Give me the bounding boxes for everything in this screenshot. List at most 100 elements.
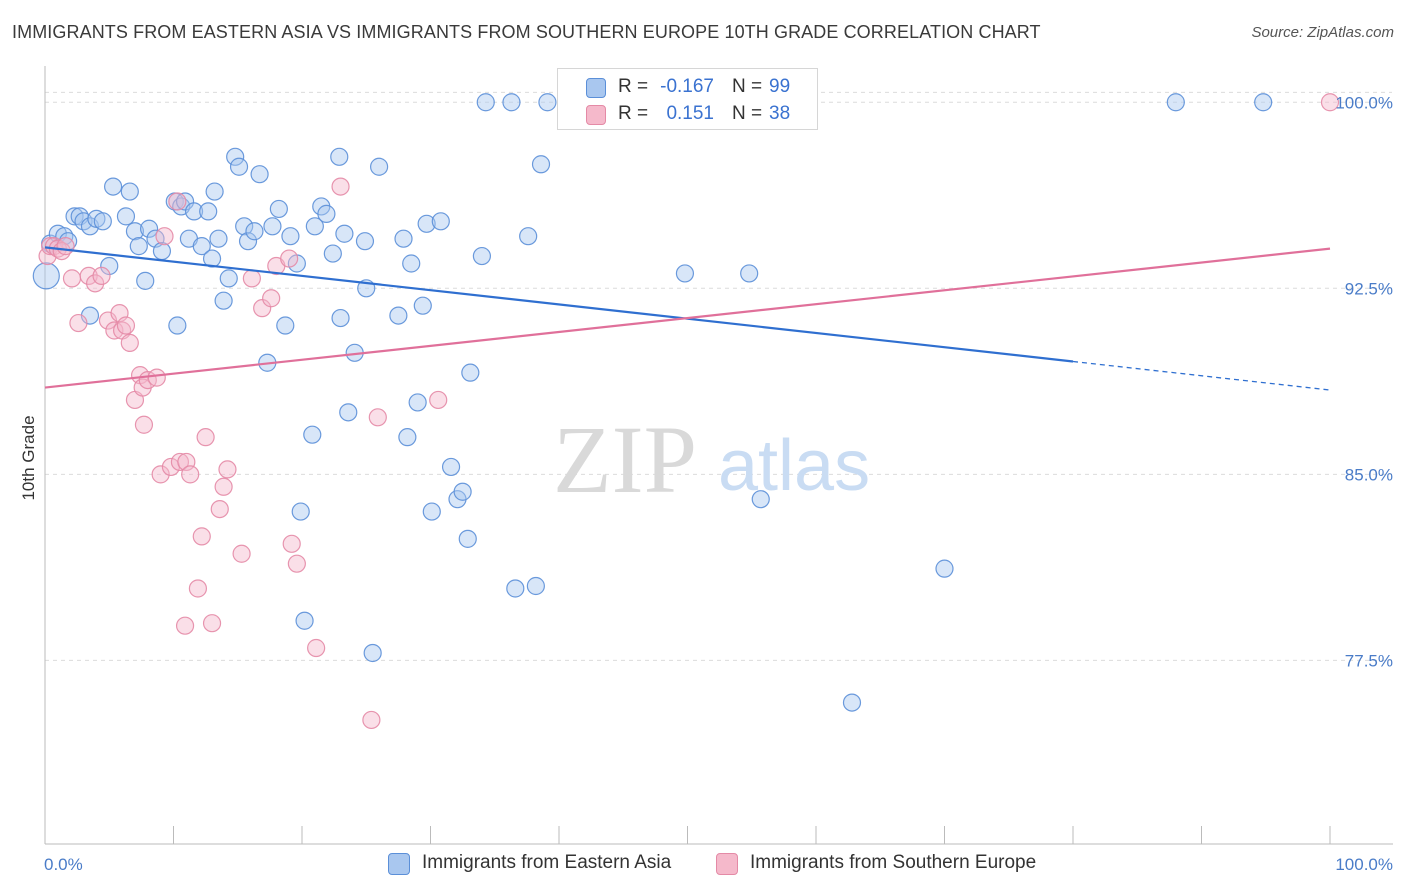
point-eastern-asia	[458, 529, 477, 548]
point-southern-europe	[155, 227, 174, 246]
legend-row-southern-europe: R = 0.151 N = 38	[558, 101, 817, 127]
point-southern-europe	[232, 544, 251, 563]
point-southern-europe	[242, 269, 261, 288]
point-eastern-asia	[269, 199, 288, 219]
correlation-legend: R = -0.167 N = 99 R = 0.151 N = 38	[557, 68, 818, 130]
point-eastern-asia	[202, 249, 222, 268]
trend-line-eastern-asia	[44, 246, 1074, 363]
legend-n-value: 99	[769, 76, 791, 97]
watermark-zip: ZIP	[553, 406, 697, 513]
point-eastern-asia	[363, 643, 382, 663]
watermark-atlas: atlas	[718, 426, 870, 506]
point-eastern-asia	[93, 212, 112, 231]
point-eastern-asia	[751, 490, 770, 509]
point-eastern-asia	[355, 232, 375, 251]
point-eastern-asia	[125, 222, 145, 241]
y-axis-label: 10th Grade	[19, 415, 38, 500]
point-eastern-asia	[398, 428, 417, 447]
point-southern-europe	[120, 333, 139, 352]
point-eastern-asia	[519, 227, 538, 246]
legend-n-value: 38	[769, 103, 791, 124]
x-tick-label: 0.0%	[44, 855, 83, 874]
point-eastern-asia	[389, 306, 408, 325]
point-southern-europe	[181, 465, 200, 484]
legend-row-eastern-asia: R = -0.167 N = 99	[558, 74, 817, 100]
point-eastern-asia	[281, 227, 300, 246]
point-eastern-asia	[453, 482, 472, 501]
point-southern-europe	[429, 390, 448, 410]
point-eastern-asia	[506, 579, 525, 598]
point-eastern-asia	[842, 693, 862, 712]
bottom-legend-label: Immigrants from Eastern Asia	[422, 852, 672, 873]
point-southern-europe	[202, 614, 222, 633]
point-eastern-asia	[335, 224, 354, 243]
legend-swatch-blue	[586, 78, 606, 98]
legend-r-value: -0.167	[660, 76, 714, 97]
point-eastern-asia	[502, 93, 521, 112]
point-eastern-asia	[331, 308, 350, 328]
point-eastern-asia	[1166, 93, 1185, 112]
point-eastern-asia	[192, 237, 211, 256]
point-eastern-asia	[205, 182, 224, 201]
bottom-legend-swatch-blue	[388, 853, 410, 875]
watermark: ZIP atlas	[553, 406, 870, 513]
point-eastern-asia	[32, 262, 60, 290]
point-southern-europe	[210, 499, 229, 519]
point-eastern-asia	[323, 244, 342, 263]
bottom-legend-swatch-pink	[716, 853, 738, 875]
point-southern-europe	[253, 299, 272, 318]
point-eastern-asia	[935, 559, 954, 578]
point-eastern-asia	[461, 363, 480, 382]
point-eastern-asia	[104, 177, 123, 196]
chart-source: Source: ZipAtlas.com	[1251, 24, 1394, 41]
point-eastern-asia	[219, 269, 238, 288]
point-eastern-asia	[472, 246, 491, 266]
point-southern-europe	[56, 237, 75, 256]
trend-line-eastern-asia-extension	[1072, 360, 1331, 391]
point-eastern-asia	[476, 93, 495, 112]
tick-labels: 77.5% 85.0% 92.5% 100.0% 0.0% 100.0%	[44, 93, 1393, 874]
legend-r-label: R =	[618, 76, 649, 97]
point-eastern-asia	[408, 393, 427, 412]
point-southern-europe	[69, 313, 88, 333]
point-southern-europe	[79, 266, 98, 286]
point-eastern-asia	[120, 182, 139, 201]
point-eastern-asia	[116, 207, 136, 226]
point-eastern-asia	[184, 202, 204, 221]
point-eastern-asia	[175, 192, 195, 211]
point-eastern-asia	[675, 264, 695, 283]
point-eastern-asia	[139, 219, 159, 238]
point-southern-europe	[92, 266, 111, 286]
point-eastern-asia	[209, 229, 228, 248]
point-eastern-asia	[229, 157, 249, 176]
point-eastern-asia	[740, 264, 759, 283]
point-southern-europe	[368, 408, 387, 427]
y-tick-label: 92.5%	[1345, 279, 1393, 298]
point-southern-europe	[307, 638, 326, 658]
series-southern-europe	[38, 93, 1340, 730]
point-southern-europe	[362, 710, 381, 730]
point-southern-europe	[86, 274, 105, 293]
point-eastern-asia	[305, 217, 324, 236]
legend-n-label: N =	[732, 103, 763, 124]
point-southern-europe	[262, 289, 281, 308]
point-eastern-asia	[136, 271, 155, 290]
point-eastern-asia	[263, 217, 282, 236]
y-tick-label: 100.0%	[1335, 93, 1393, 112]
point-southern-europe	[1320, 93, 1340, 112]
point-eastern-asia	[168, 316, 187, 335]
point-southern-europe	[62, 269, 82, 288]
point-southern-europe	[287, 554, 306, 573]
point-eastern-asia	[291, 502, 310, 521]
legend-r-value: 0.151	[666, 103, 714, 124]
point-eastern-asia	[65, 207, 84, 226]
chart-title: IMMIGRANTS FROM EASTERN ASIA VS IMMIGRAN…	[12, 22, 1041, 42]
point-southern-europe	[105, 321, 124, 340]
point-southern-europe	[331, 177, 350, 196]
legend-swatch-pink	[586, 105, 606, 125]
point-eastern-asia	[531, 155, 551, 174]
point-eastern-asia	[417, 214, 436, 233]
point-southern-europe	[280, 249, 299, 268]
x-tick-label: 100.0%	[1335, 855, 1393, 874]
